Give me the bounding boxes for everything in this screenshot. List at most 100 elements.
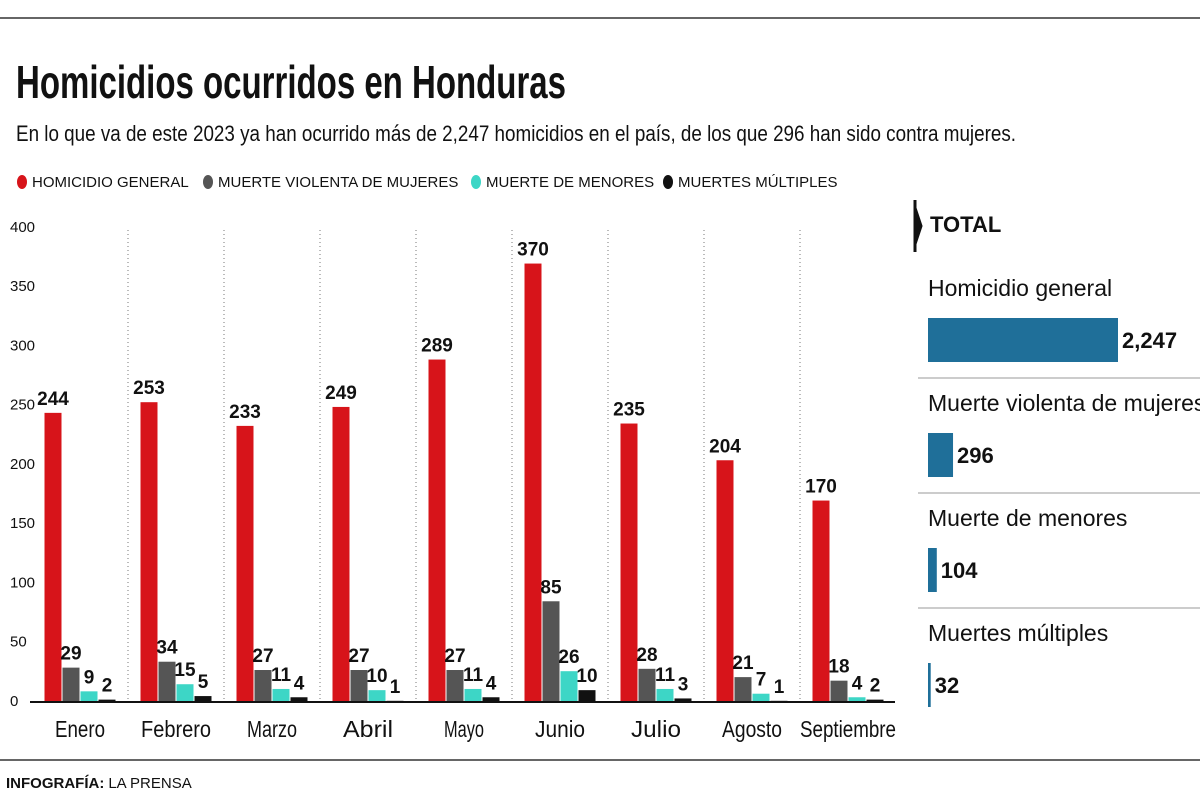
value-label: 27 xyxy=(252,646,273,667)
value-label: 204 xyxy=(709,436,741,457)
value-label: 235 xyxy=(613,400,645,421)
bar xyxy=(464,688,482,702)
chart-title: Homicidios ocurridos en Honduras xyxy=(16,56,566,108)
bar xyxy=(716,460,734,702)
total-label: Muerte de menores xyxy=(928,505,1127,531)
y-tick-label: 150 xyxy=(10,515,35,532)
bar xyxy=(638,668,656,702)
bar xyxy=(44,412,62,702)
total-marker xyxy=(913,200,923,252)
total-bar xyxy=(928,318,1118,362)
y-tick-label: 200 xyxy=(10,456,35,473)
bar xyxy=(812,500,830,702)
total-value: 104 xyxy=(941,558,978,583)
value-label: 11 xyxy=(655,665,676,686)
bar xyxy=(290,697,308,702)
bar xyxy=(734,677,752,702)
bar xyxy=(524,263,542,702)
value-label: 244 xyxy=(37,389,69,410)
legend-swatch xyxy=(17,175,27,189)
value-label: 4 xyxy=(294,673,305,694)
bar xyxy=(368,690,386,702)
value-label: 2 xyxy=(870,676,881,697)
value-label: 26 xyxy=(558,647,579,668)
value-label: 170 xyxy=(805,477,837,498)
value-label: 27 xyxy=(348,646,369,667)
panel-title: TOTAL xyxy=(930,212,1001,237)
bar xyxy=(560,671,578,702)
y-tick-label: 400 xyxy=(10,219,35,236)
y-tick-label: 350 xyxy=(10,278,35,295)
legend-label: HOMICIDIO GENERAL xyxy=(32,174,189,191)
legend-label: MUERTE DE MENORES xyxy=(486,174,654,191)
legend-swatch xyxy=(663,175,673,189)
y-tick-label: 100 xyxy=(10,574,35,591)
value-label: 27 xyxy=(444,646,465,667)
bar xyxy=(158,661,176,702)
x-tick-label: Febrero xyxy=(141,716,211,742)
total-bar xyxy=(928,433,954,477)
bar xyxy=(62,667,80,702)
total-bar xyxy=(928,548,937,592)
x-tick-label: Agosto xyxy=(722,716,782,742)
value-label: 5 xyxy=(198,672,209,693)
bar xyxy=(866,699,884,702)
value-label: 370 xyxy=(517,240,549,261)
bar xyxy=(176,684,194,702)
total-label: Muertes múltiples xyxy=(928,620,1108,646)
total-value: 296 xyxy=(957,443,994,468)
total-label: Muerte violenta de mujeres xyxy=(928,390,1200,416)
x-tick-label: Enero xyxy=(55,716,105,742)
bar xyxy=(578,690,596,702)
value-label: 85 xyxy=(540,577,562,598)
x-tick-label: Junio xyxy=(535,716,585,742)
value-label: 29 xyxy=(60,644,81,665)
value-label: 15 xyxy=(174,660,196,681)
bar xyxy=(482,697,500,702)
bar xyxy=(656,688,674,702)
value-label: 253 xyxy=(133,378,165,399)
bar xyxy=(194,696,212,702)
value-label: 21 xyxy=(732,653,754,674)
credit: INFOGRAFÍA: LA PRENSA xyxy=(6,775,192,792)
bar xyxy=(446,670,464,702)
total-value: 32 xyxy=(935,673,959,698)
value-label: 10 xyxy=(576,666,597,687)
total-bar xyxy=(928,663,931,707)
bar xyxy=(848,697,866,702)
bar xyxy=(674,698,692,702)
bar xyxy=(332,406,350,702)
x-tick-label: Julio xyxy=(631,716,681,742)
value-label: 4 xyxy=(486,673,497,694)
value-label: 1 xyxy=(774,677,785,698)
value-label: 3 xyxy=(678,674,689,695)
bar xyxy=(542,601,560,702)
y-tick-label: 250 xyxy=(10,397,35,414)
bar xyxy=(236,425,254,702)
bar xyxy=(140,402,158,702)
y-tick-label: 50 xyxy=(10,634,27,651)
x-tick-label: Abril xyxy=(343,716,393,742)
bar xyxy=(620,423,638,702)
bar xyxy=(98,699,116,702)
value-label: 7 xyxy=(756,670,767,691)
value-label: 2 xyxy=(102,676,113,697)
value-label: 10 xyxy=(366,666,387,687)
value-label: 11 xyxy=(463,665,484,686)
value-label: 11 xyxy=(271,665,292,686)
x-tick-label: Marzo xyxy=(247,716,297,742)
y-tick-label: 0 xyxy=(10,693,18,710)
total-label: Homicidio general xyxy=(928,275,1112,301)
credit-label: INFOGRAFÍA: xyxy=(6,775,104,792)
x-tick-label: Mayo xyxy=(444,716,484,742)
bar xyxy=(830,680,848,702)
bar xyxy=(272,688,290,702)
bar xyxy=(752,693,770,702)
legend-label: MUERTES MÚLTIPLES xyxy=(678,174,837,191)
value-label: 28 xyxy=(636,645,657,666)
value-label: 233 xyxy=(229,402,261,423)
value-label: 249 xyxy=(325,383,357,404)
bar xyxy=(350,670,368,702)
bar xyxy=(428,359,446,702)
